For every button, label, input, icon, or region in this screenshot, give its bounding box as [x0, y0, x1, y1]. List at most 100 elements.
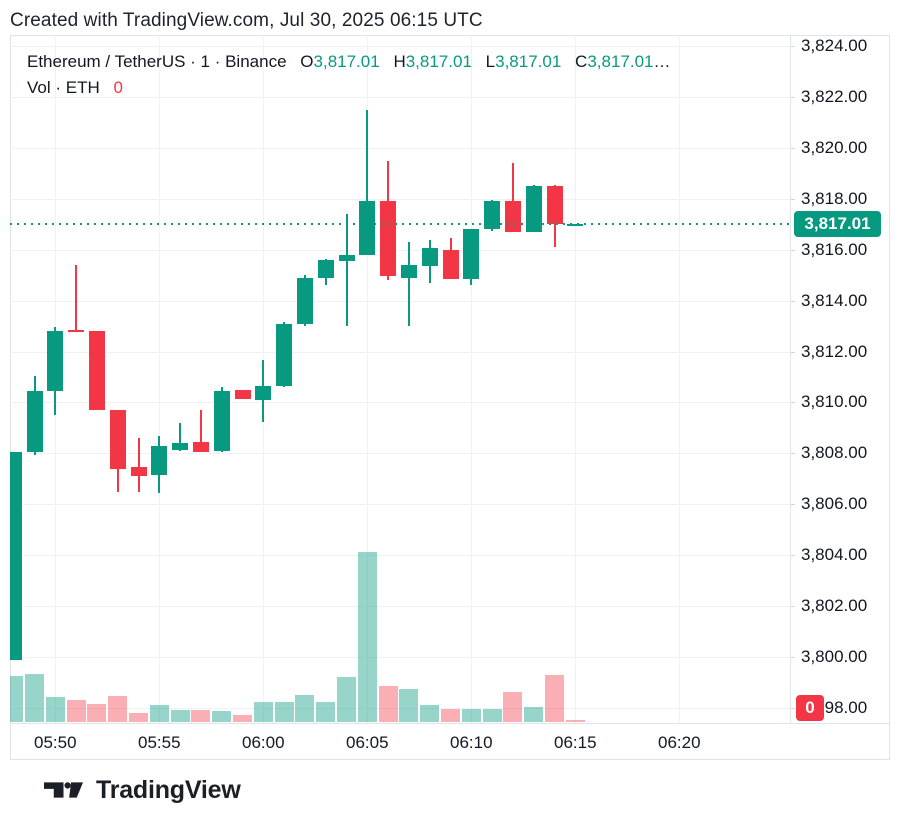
price-axis-tick — [791, 96, 795, 98]
candle-body — [192, 441, 209, 453]
price-axis-label: 3,820.00 — [801, 137, 868, 157]
time-axis-label: 06:05 — [346, 733, 389, 752]
price-axis-label: 3,822.00 — [801, 86, 868, 106]
high-value: 3,817.01 — [405, 52, 472, 71]
time-axis-label: 05:50 — [34, 733, 77, 752]
price-axis-tick — [791, 351, 795, 353]
last-price-line — [10, 222, 790, 225]
price-axis-tick — [791, 402, 795, 404]
price-axis-tick — [791, 453, 795, 455]
h-gridline — [10, 402, 790, 404]
chart-legend: Ethereum / TetherUS · 1 · Binance O 3,817… — [27, 51, 671, 99]
candle-body — [276, 323, 293, 386]
v-gridline — [471, 35, 473, 723]
candle-wick — [179, 422, 182, 451]
candle-body — [26, 391, 43, 453]
price-axis-tick — [791, 249, 795, 251]
price-axis-tick — [791, 555, 795, 557]
h-gridline — [10, 606, 790, 608]
volume-bar — [461, 709, 481, 722]
v-gridline — [367, 35, 369, 723]
tradingview-icon — [44, 779, 83, 801]
volume-bar — [108, 696, 128, 722]
price-axis-label: 3,800.00 — [801, 647, 868, 667]
open-label: O — [300, 52, 314, 71]
candle-body — [68, 329, 85, 333]
volume-bar — [316, 702, 336, 722]
candle-body — [130, 467, 147, 477]
candle-body — [151, 445, 168, 475]
price-axis-label: 3,802.00 — [801, 596, 868, 616]
volume-bar — [10, 676, 24, 722]
tradingview-brand-text: TradingView — [96, 775, 241, 804]
candle-body — [234, 389, 251, 399]
candle-wick — [345, 214, 348, 327]
candle-body — [296, 277, 313, 324]
candle-body — [359, 201, 376, 255]
candle-body — [463, 229, 480, 279]
volume-bar — [357, 552, 377, 722]
volume-bar — [565, 720, 585, 722]
candle-body — [10, 452, 22, 660]
plot-area[interactable] — [10, 35, 790, 723]
price-axis-label: 3,812.00 — [801, 341, 868, 361]
h-gridline — [10, 198, 790, 200]
price-axis-tick — [791, 657, 795, 659]
legend-symbol-row: Ethereum / TetherUS · 1 · Binance O 3,817… — [27, 51, 671, 73]
candle-wick — [407, 242, 410, 327]
tradingview-link[interactable]: TradingView — [44, 775, 241, 805]
price-axis-tick — [791, 46, 795, 47]
price-axis-label: 3,816.00 — [801, 239, 868, 259]
time-axis[interactable]: 05:50 05:55 06:00 06:05 06:10 06:15 06:20 — [10, 723, 890, 760]
candle-body — [525, 186, 542, 232]
candle-body — [317, 259, 334, 278]
volume-bar — [25, 674, 44, 722]
symbol-title: Ethereum / TetherUS · 1 · Binance — [27, 52, 287, 71]
candle-wick — [137, 438, 140, 492]
low-value: 3,817.01 — [495, 52, 562, 71]
price-axis-label: 3,824.00 — [801, 36, 868, 55]
h-gridline — [10, 707, 790, 709]
h-gridline — [10, 453, 790, 455]
time-axis-label: 06:10 — [450, 733, 493, 752]
chart-frame — [10, 35, 890, 760]
volume-bar — [191, 710, 211, 722]
last-price-badge: 3,817.01 — [794, 210, 881, 237]
time-axis-label: 05:55 — [138, 733, 181, 752]
h-gridline — [10, 46, 790, 47]
volume-bar — [66, 700, 86, 722]
volume-bar — [129, 713, 148, 722]
legend-ellipsis: … — [653, 52, 671, 71]
price-axis-label: 3,814.00 — [801, 290, 868, 310]
volume-bar — [45, 697, 65, 722]
high-label: H — [393, 52, 406, 71]
price-axis[interactable]: 3,817.01 0 3,824.00 3,822.00 3,820.00 3,818… — [790, 35, 890, 723]
h-gridline — [10, 147, 790, 149]
candle-body — [213, 391, 230, 451]
volume-bar — [420, 705, 440, 722]
attribution-text: Created with TradingView.com, Jul 30, 20… — [10, 10, 483, 31]
price-axis-label: 3,804.00 — [801, 545, 868, 565]
candle-body — [380, 201, 397, 277]
candle-body — [546, 186, 563, 224]
close-label: C — [575, 52, 588, 71]
price-axis-tick — [791, 707, 795, 709]
candle-body — [88, 331, 105, 411]
v-gridline — [159, 35, 161, 723]
price-axis-label: 3,810.00 — [801, 392, 868, 412]
candle-body — [567, 223, 584, 227]
v-gridline — [575, 35, 577, 723]
price-axis-label: 3,818.00 — [801, 188, 868, 208]
volume-bar — [337, 677, 356, 722]
time-axis-label: 06:20 — [658, 733, 701, 752]
volume-label: Vol · ETH — [27, 78, 100, 97]
candle-body — [400, 264, 417, 278]
volume-bar — [170, 710, 190, 722]
v-gridline — [679, 35, 681, 723]
candle-body — [421, 248, 438, 267]
volume-bar — [545, 675, 564, 722]
volume-bar — [399, 689, 419, 722]
candle-body — [109, 410, 126, 469]
volume-bar — [441, 709, 460, 722]
volume-bar — [212, 711, 232, 722]
